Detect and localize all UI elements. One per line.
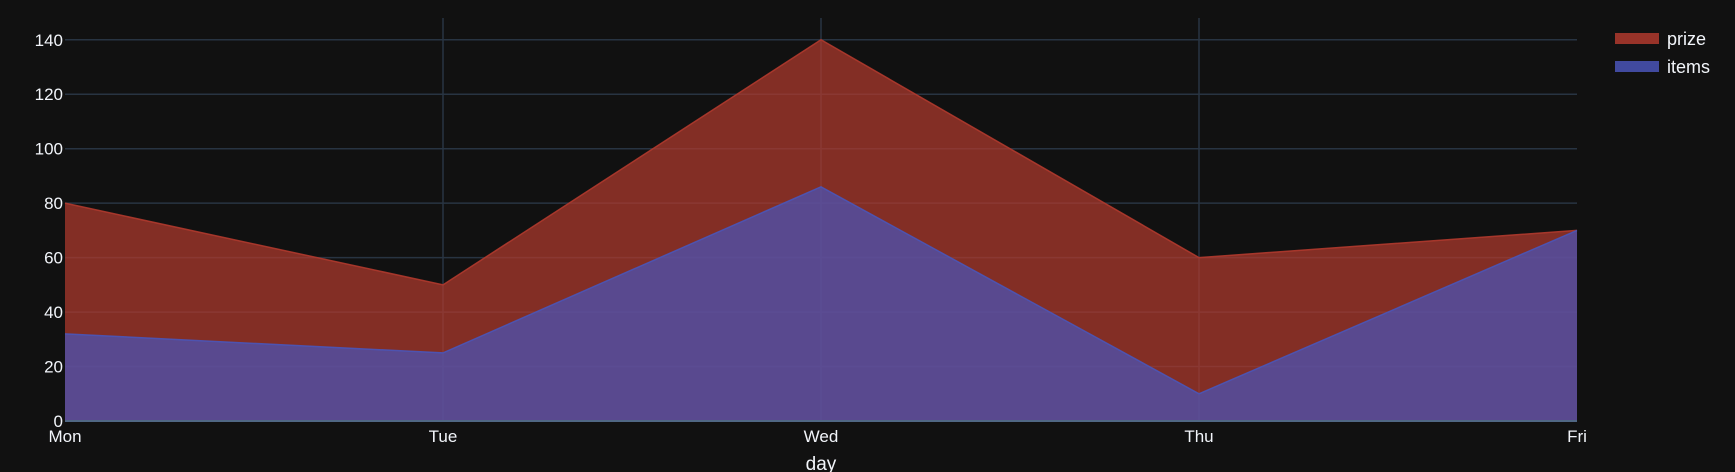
legend-label-prize[interactable]: prize bbox=[1667, 29, 1706, 49]
x-tick-label: Fri bbox=[1567, 427, 1587, 446]
point-prize[interactable] bbox=[440, 282, 446, 288]
point-prize[interactable] bbox=[818, 37, 824, 43]
line-prize bbox=[64, 38, 1578, 286]
point-items[interactable] bbox=[1574, 227, 1580, 233]
y-tick-label: 120 bbox=[35, 85, 63, 104]
y-tick-label: 40 bbox=[44, 303, 63, 322]
area-items[interactable] bbox=[65, 186, 1577, 421]
point-prize[interactable] bbox=[1196, 255, 1202, 261]
legend[interactable]: prize items bbox=[1615, 29, 1710, 77]
point-items[interactable] bbox=[62, 331, 68, 337]
x-tick-label: Tue bbox=[429, 427, 458, 446]
y-tick-label: 20 bbox=[44, 358, 63, 377]
series-areas bbox=[62, 37, 1580, 421]
point-items[interactable] bbox=[1196, 391, 1202, 397]
point-items[interactable] bbox=[440, 350, 446, 356]
y-tick-label: 0 bbox=[54, 412, 63, 431]
legend-swatch-items[interactable] bbox=[1615, 61, 1659, 72]
line-items bbox=[64, 185, 1578, 395]
x-tick-label: Thu bbox=[1184, 427, 1213, 446]
y-tick-label: 80 bbox=[44, 194, 63, 213]
x-tick-label: Wed bbox=[804, 427, 839, 446]
x-tick-label: Mon bbox=[48, 427, 81, 446]
legend-label-items[interactable]: items bbox=[1667, 57, 1710, 77]
x-axis-title: day bbox=[806, 454, 837, 472]
y-tick-label: 60 bbox=[44, 249, 63, 268]
axes: 0 20 40 60 80 100 120 140 Mon Tue Wed Thu Fri bbox=[35, 31, 1587, 446]
legend-swatch-prize[interactable] bbox=[1615, 33, 1659, 44]
y-tick-label: 100 bbox=[35, 140, 63, 159]
y-tick-label: 140 bbox=[35, 31, 63, 50]
point-items[interactable] bbox=[818, 184, 824, 190]
